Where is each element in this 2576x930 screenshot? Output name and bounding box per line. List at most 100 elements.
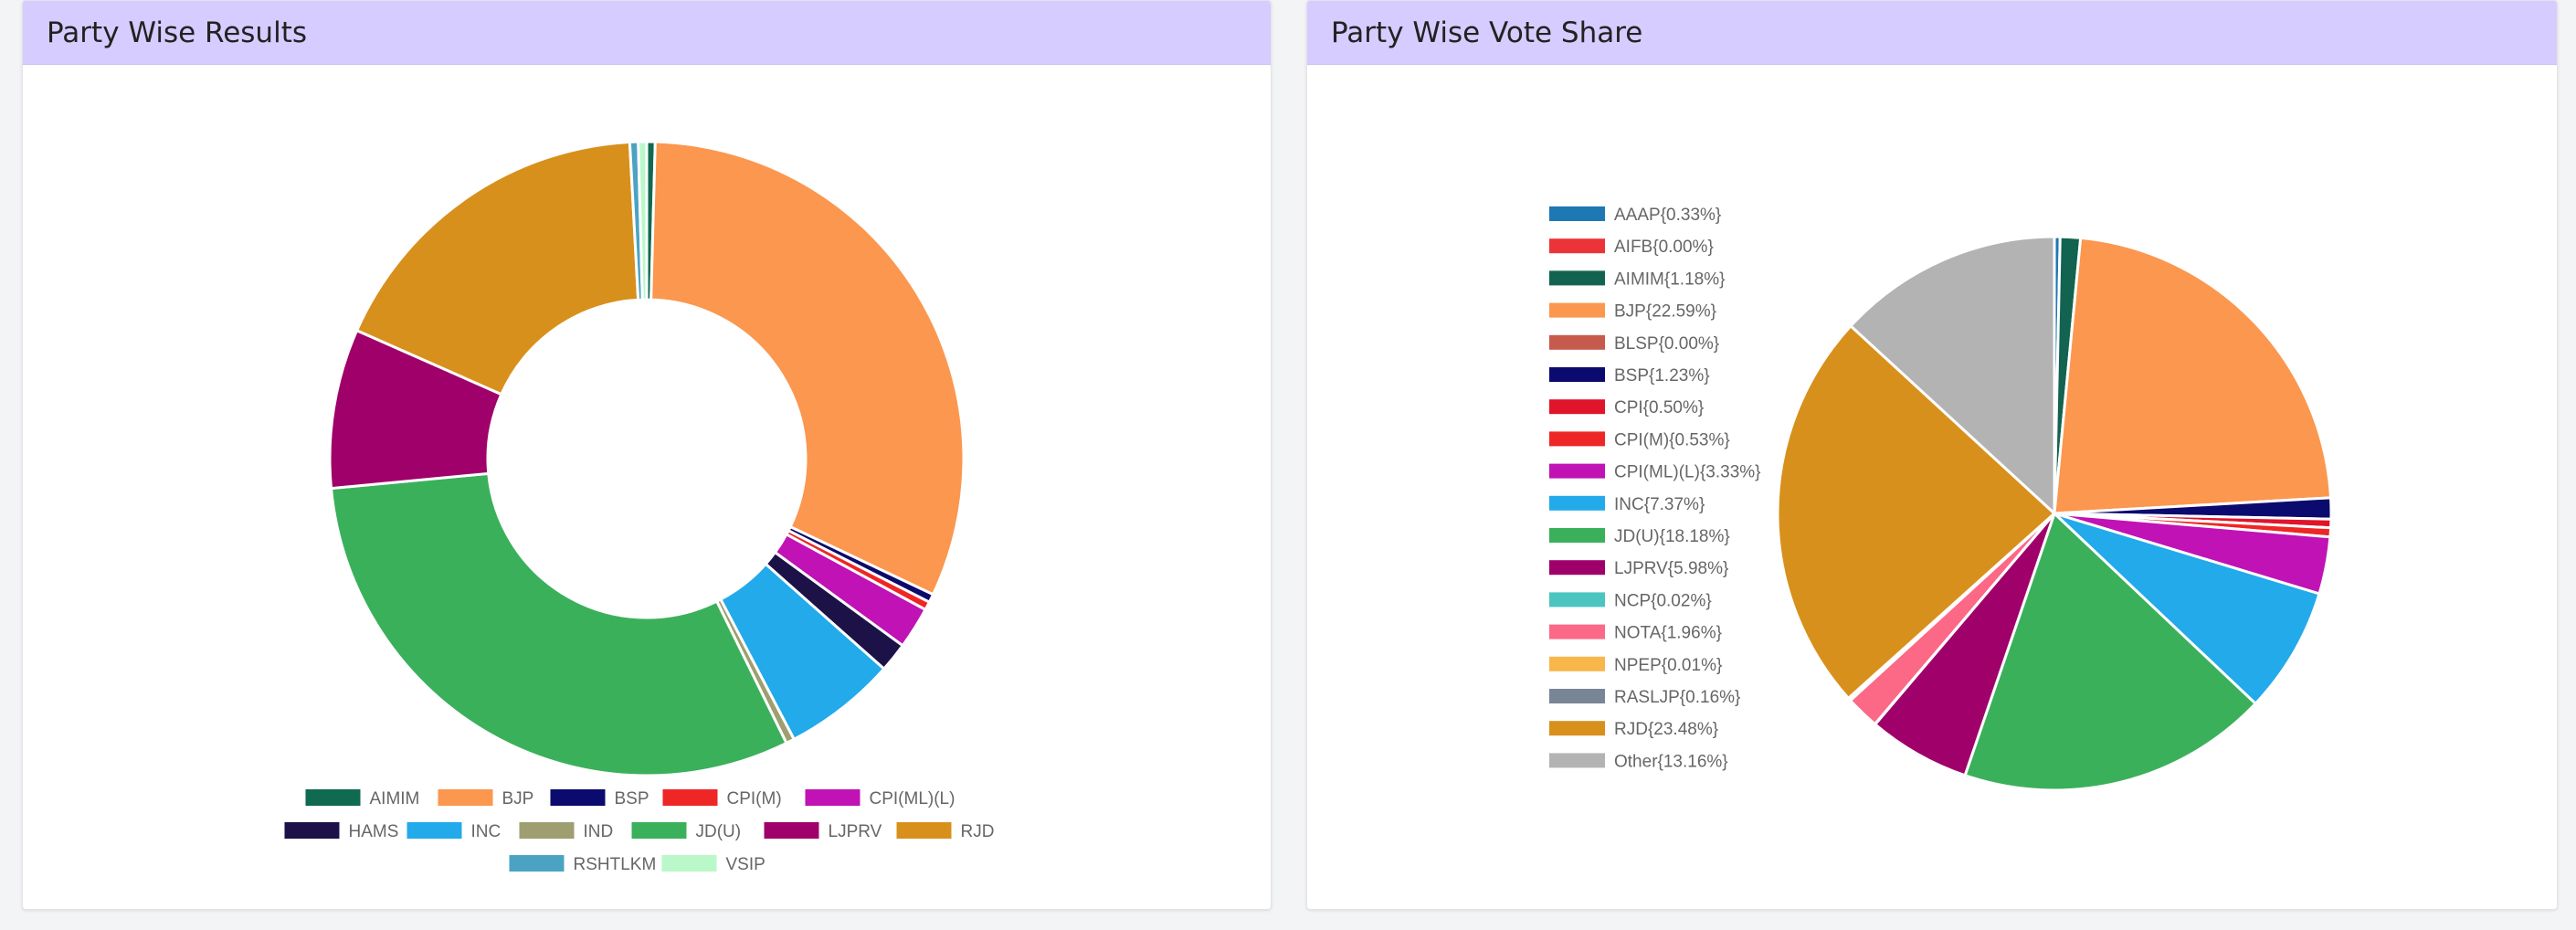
legend-item-other[interactable]: Other{13.16%} bbox=[1549, 752, 1728, 771]
legend-label: CPI(ML)(L){3.33%} bbox=[1614, 463, 1761, 482]
legend-swatch bbox=[1549, 624, 1605, 639]
legend-item-cpi[interactable]: CPI{0.50%} bbox=[1549, 398, 1704, 417]
slice-rjd[interactable] bbox=[354, 140, 640, 396]
legend-swatch bbox=[764, 822, 819, 839]
slice-vsip[interactable] bbox=[637, 140, 649, 301]
legend-item-rshtlkm[interactable]: RSHTLKM bbox=[509, 855, 657, 874]
legend-label: NPEP{0.01%} bbox=[1614, 656, 1722, 675]
legend-swatch bbox=[1549, 238, 1605, 254]
legend-label: AIMIM bbox=[370, 789, 420, 808]
legend-item-jd-u[interactable]: JD(U){18.18%} bbox=[1549, 527, 1730, 546]
legend-item-npep[interactable]: NPEP{0.01%} bbox=[1549, 656, 1722, 675]
legend-swatch bbox=[284, 822, 340, 839]
legend-label: NOTA{1.96%} bbox=[1614, 624, 1722, 643]
legend-swatch bbox=[519, 822, 575, 839]
slice-bjp[interactable] bbox=[649, 140, 966, 597]
legend-swatch bbox=[1549, 528, 1605, 543]
legend-swatch bbox=[1549, 302, 1605, 318]
legend-label: INC{7.37%} bbox=[1614, 495, 1705, 514]
legend-item-hams[interactable]: HAMS bbox=[284, 822, 399, 841]
legend-label: CPI{0.50%} bbox=[1614, 398, 1704, 417]
legend-item-cpi-ml-l[interactable]: CPI(ML)(L) bbox=[805, 789, 955, 808]
legend-item-nota[interactable]: NOTA{1.96%} bbox=[1549, 624, 1722, 643]
legend-label: BSP bbox=[615, 789, 649, 808]
legend-swatch bbox=[1549, 206, 1605, 221]
legend-label: AAAP{0.33%} bbox=[1614, 206, 1721, 225]
legend-swatch bbox=[1549, 270, 1605, 286]
legend-item-rasljp[interactable]: RASLJP{0.16%} bbox=[1549, 688, 1740, 707]
legend-label: CPI(M) bbox=[727, 789, 782, 808]
legend-label: BJP bbox=[502, 789, 534, 808]
legend-item-rjd[interactable]: RJD{23.48%} bbox=[1549, 720, 1718, 739]
legend-item-ljprv[interactable]: LJPRV bbox=[764, 822, 882, 841]
slice-jd-u[interactable] bbox=[1963, 511, 2258, 792]
legend-swatch bbox=[1549, 560, 1605, 576]
legend-swatch bbox=[662, 789, 718, 806]
slice-other[interactable] bbox=[1848, 235, 2056, 517]
legend-label: RJD bbox=[961, 822, 995, 841]
results-doughnut-chart: AIMIM BJP BSP CPI(M) CPI(ML)(L) HAMS INC IND JD(… bbox=[284, 140, 995, 874]
legend-item-ncp[interactable]: NCP{0.02%} bbox=[1549, 591, 1712, 610]
legend-label: RSHTLKM bbox=[574, 855, 657, 874]
legend-swatch bbox=[631, 822, 687, 839]
legend-label: INC bbox=[471, 822, 501, 841]
legend-swatch bbox=[438, 789, 493, 806]
legend-item-cpi-ml-l[interactable]: CPI(ML)(L){3.33%} bbox=[1549, 463, 1761, 482]
legend-item-ind[interactable]: IND bbox=[519, 822, 614, 841]
legend-label: IND bbox=[584, 822, 614, 841]
legend-label: RJD{23.48%} bbox=[1614, 720, 1718, 739]
legend-item-ljprv[interactable]: LJPRV{5.98%} bbox=[1549, 559, 1728, 578]
legend-item-blsp[interactable]: BLSP{0.00%} bbox=[1549, 334, 1719, 354]
legend-item-bjp[interactable]: BJP bbox=[438, 789, 534, 808]
legend-item-bjp[interactable]: BJP{22.59%} bbox=[1549, 302, 1716, 322]
legend-swatch bbox=[896, 822, 952, 839]
legend-item-cpi-m[interactable]: CPI(M) bbox=[662, 789, 782, 808]
legend-item-vsip[interactable]: VSIP bbox=[661, 855, 765, 874]
card-title: Party Wise Vote Share bbox=[1307, 1, 2557, 65]
legend-swatch bbox=[305, 789, 361, 806]
legend-label: Other{13.16%} bbox=[1614, 752, 1728, 771]
legend-label: BJP{22.59%} bbox=[1614, 302, 1716, 322]
legend-swatch bbox=[1549, 689, 1605, 703]
legend-swatch bbox=[1549, 399, 1605, 415]
legend-label: CPI(M){0.53%} bbox=[1614, 430, 1730, 449]
legend-swatch bbox=[406, 822, 462, 839]
legend-label: JD(U){18.18%} bbox=[1614, 527, 1730, 546]
legend-swatch bbox=[1549, 495, 1605, 511]
legend-item-inc[interactable]: INC{7.37%} bbox=[1549, 495, 1705, 514]
legend-item-cpi-m[interactable]: CPI(M){0.53%} bbox=[1549, 430, 1730, 449]
legend-item-inc[interactable]: INC bbox=[406, 822, 501, 841]
legend-swatch bbox=[509, 855, 565, 872]
slice-jd-u[interactable] bbox=[329, 471, 788, 777]
legend-label: VSIP bbox=[726, 855, 765, 874]
slice-rjd[interactable] bbox=[1776, 323, 2057, 701]
legend-item-aimim[interactable]: AIMIM{1.18%} bbox=[1549, 269, 1725, 289]
legend-label: RASLJP{0.16%} bbox=[1614, 688, 1740, 707]
legend-item-rjd[interactable]: RJD bbox=[896, 822, 995, 841]
legend-label: JD(U) bbox=[696, 822, 742, 841]
slice-inc[interactable] bbox=[2053, 512, 2321, 706]
legend-item-aaap[interactable]: AAAP{0.33%} bbox=[1549, 206, 1721, 225]
legend-label: HAMS bbox=[349, 822, 399, 841]
legend-label: BSP{1.23%} bbox=[1614, 366, 1710, 386]
legend-swatch bbox=[661, 855, 717, 872]
card-title: Party Wise Results bbox=[23, 1, 1271, 65]
legend-swatch bbox=[550, 789, 606, 806]
legend-swatch bbox=[1549, 721, 1605, 736]
legend-label: LJPRV bbox=[829, 822, 882, 841]
party-wise-results-card: Party Wise Results AIMIM BJP BSP CPI(M) CPI(… bbox=[22, 0, 1272, 910]
legend-label: CPI(ML)(L) bbox=[870, 789, 955, 808]
legend-label: AIFB{0.00%} bbox=[1614, 238, 1714, 257]
legend-item-bsp[interactable]: BSP bbox=[550, 789, 649, 808]
slice-bjp[interactable] bbox=[2053, 236, 2333, 515]
legend-swatch bbox=[1549, 753, 1605, 768]
legend-item-aifb[interactable]: AIFB{0.00%} bbox=[1549, 238, 1714, 257]
legend-item-aimim[interactable]: AIMIM bbox=[305, 789, 420, 808]
legend-label: LJPRV{5.98%} bbox=[1614, 559, 1728, 578]
legend-swatch bbox=[1549, 431, 1605, 447]
vote-share-pie-chart: AAAP{0.33%} AIFB{0.00%} AIMIM{1.18%} BJP{22… bbox=[1549, 206, 2333, 792]
legend-item-bsp[interactable]: BSP{1.23%} bbox=[1549, 366, 1710, 386]
legend-label: NCP{0.02%} bbox=[1614, 591, 1712, 610]
legend-swatch bbox=[1549, 334, 1605, 350]
legend-item-jd-u[interactable]: JD(U) bbox=[631, 822, 742, 841]
